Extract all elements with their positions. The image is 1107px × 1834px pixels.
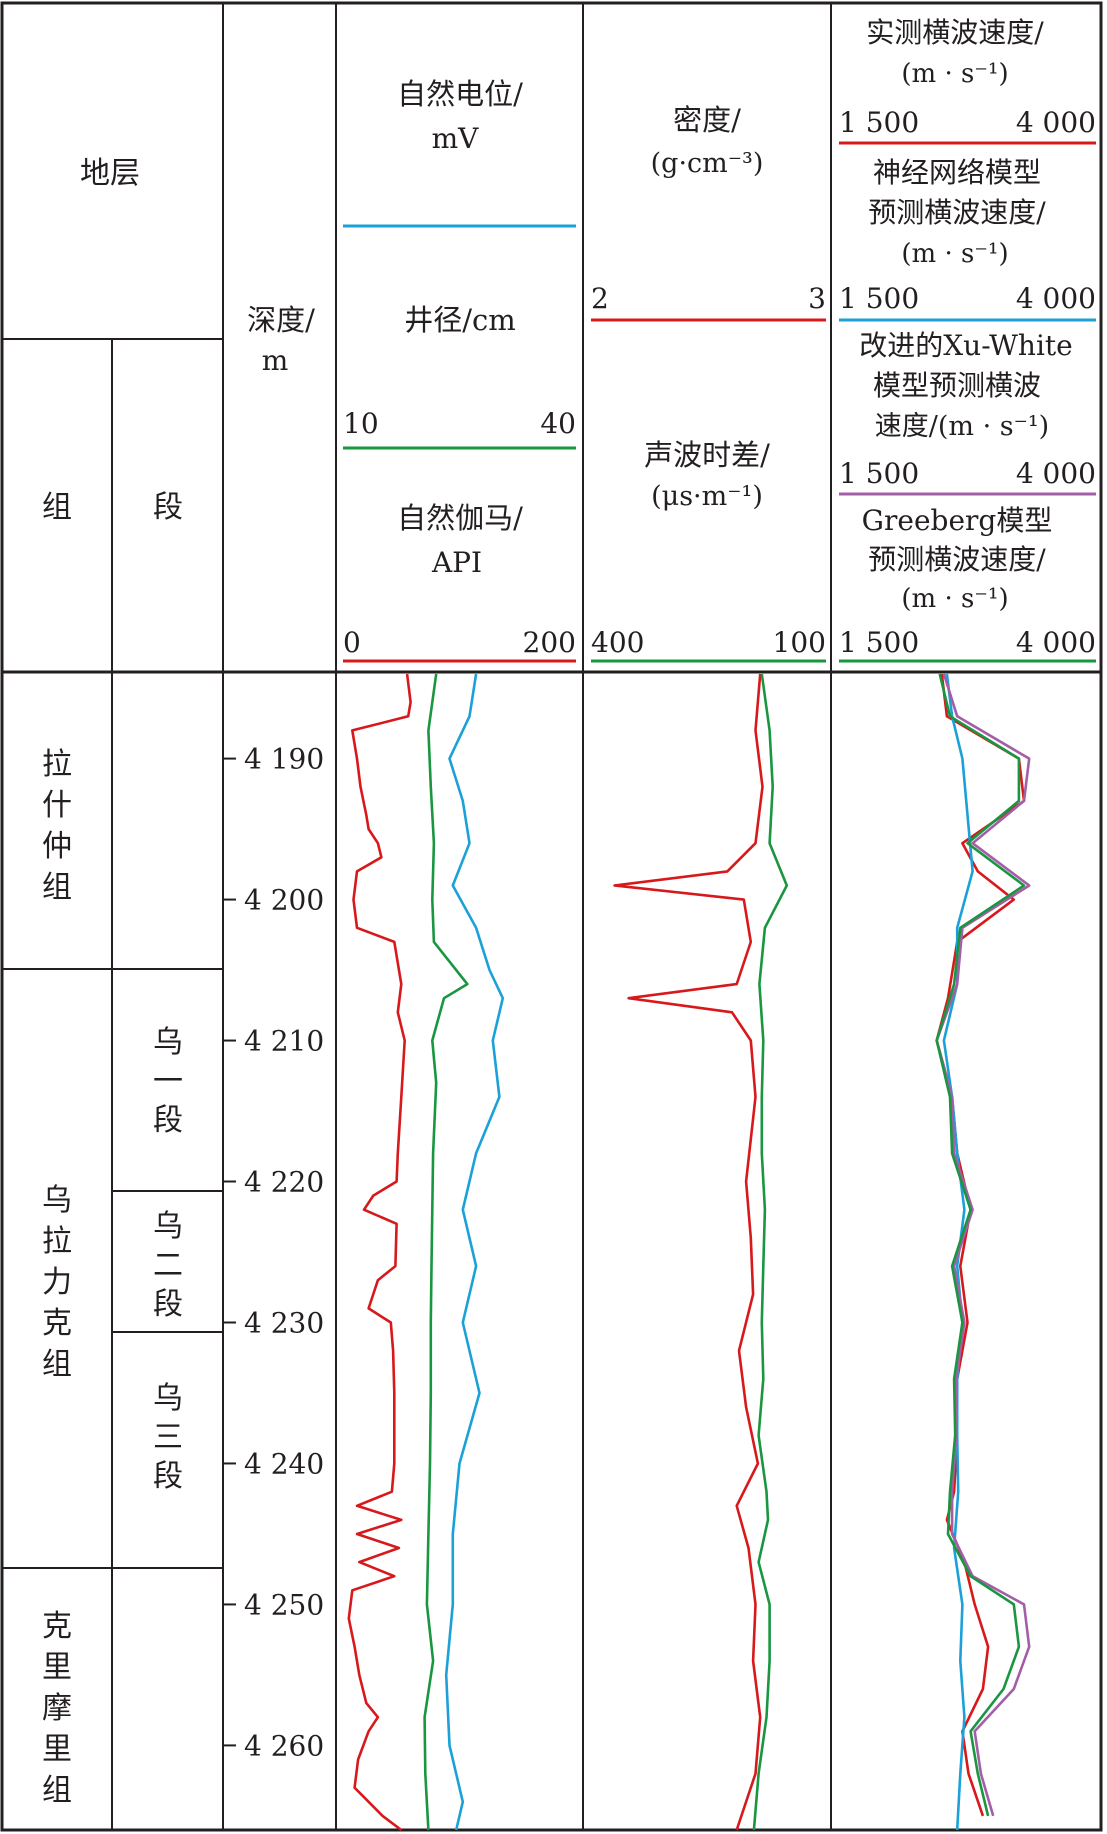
- depth-tick-label: 4 230: [244, 1306, 324, 1339]
- gr-unit: API: [431, 546, 482, 579]
- member-label-wu1: 乌: [153, 1025, 183, 1060]
- member-label-wu3: 三: [153, 1420, 183, 1455]
- header-depth-unit: m: [262, 344, 289, 377]
- gb-label-line1: Greeberg模型: [862, 504, 1053, 537]
- gb-min: 1 500: [839, 626, 919, 659]
- ac-max: 100: [773, 626, 826, 659]
- xw-max: 4 000: [1016, 457, 1096, 490]
- nn-max: 4 000: [1016, 282, 1096, 315]
- group-label-wulalike: 乌: [42, 1183, 72, 1218]
- xw-label-line1: 改进的Xu-White: [859, 329, 1073, 362]
- gb-max: 4 000: [1016, 626, 1096, 659]
- caliper-max: 40: [540, 407, 576, 440]
- member-label-wu3: 乌: [153, 1381, 183, 1416]
- caliper-min: 10: [343, 407, 379, 440]
- ac-unit: (μs·m⁻¹): [651, 481, 763, 512]
- den-unit: (g·cm⁻³): [651, 148, 764, 179]
- group-label-wulalike: 组: [42, 1347, 72, 1382]
- group-label-wulalike: 克: [42, 1306, 72, 1341]
- nn-unit: (m · s⁻¹): [901, 239, 1008, 269]
- member-label-wu1: 段: [153, 1103, 183, 1138]
- ac-min: 400: [591, 626, 644, 659]
- depth-tick-label: 4 240: [244, 1447, 324, 1480]
- meas-min: 1 500: [839, 106, 919, 139]
- header-stratum: 地层: [80, 156, 140, 191]
- depth-tick-label: 4 260: [244, 1729, 324, 1762]
- depth-tick-label: 4 220: [244, 1166, 324, 1199]
- group-label-kelimoli: 克: [42, 1609, 72, 1644]
- depth-tick-label: 4 200: [244, 884, 324, 917]
- member-label-wu3: 段: [153, 1459, 183, 1494]
- sp-unit: mV: [432, 122, 480, 155]
- depth-axis: 4 190 4 200 4 210 4 220 4 230 4 240 4 250 4 260: [223, 743, 324, 1762]
- curves: [347, 673, 1031, 1832]
- group-label-lashizhong: 拉: [42, 747, 72, 782]
- header-member: 段: [153, 490, 183, 525]
- sp-curve: [444, 673, 505, 1831]
- header-depth-label: 深度/: [247, 303, 315, 337]
- sp-label: 自然电位/: [397, 77, 523, 111]
- group-label-lashizhong: 什: [42, 788, 72, 823]
- xw-min: 1 500: [839, 457, 919, 490]
- nn-min: 1 500: [839, 282, 919, 315]
- group-label-kelimoli: 里: [42, 1650, 72, 1685]
- den-min: 2: [591, 282, 609, 315]
- meas-max: 4 000: [1016, 106, 1096, 139]
- member-label-wu2: 二: [153, 1248, 183, 1283]
- group-label-kelimoli: 里: [42, 1732, 72, 1767]
- header-group: 组: [42, 490, 72, 525]
- meas-label: 实测横波速度/: [866, 16, 1044, 49]
- nn-label-line2: 预测横波速度/: [868, 196, 1046, 229]
- den-max: 3: [808, 282, 826, 315]
- member-label-wu1: 一: [153, 1064, 183, 1099]
- group-label-kelimoli: 组: [42, 1773, 72, 1808]
- xw-label-line3: 速度/(m · s⁻¹): [875, 411, 1049, 442]
- member-label-wu2: 乌: [153, 1209, 183, 1244]
- depth-tick-label: 4 250: [244, 1588, 324, 1621]
- xw-label-line2: 模型预测横波: [873, 369, 1041, 402]
- group-label-wulalike: 拉: [42, 1224, 72, 1259]
- vs-xuwhite-curve: [935, 673, 1031, 1817]
- sonic-curve: [752, 673, 789, 1831]
- depth-tick-label: 4 190: [244, 743, 324, 776]
- gr-min: 0: [343, 626, 361, 659]
- gr-curve: [347, 673, 412, 1832]
- meas-unit: (m · s⁻¹): [901, 59, 1008, 89]
- gr-max: 200: [523, 626, 576, 659]
- nn-label-line1: 神经网络模型: [873, 156, 1041, 189]
- group-label-lashizhong: 组: [42, 870, 72, 905]
- gb-unit: (m · s⁻¹): [901, 584, 1008, 614]
- group-label-wulalike: 力: [42, 1265, 72, 1300]
- den-label: 密度/: [673, 103, 741, 137]
- caliper-curve: [423, 673, 469, 1831]
- gr-label: 自然伽马/: [397, 501, 523, 535]
- density-curve: [613, 673, 764, 1831]
- gb-label-line2: 预测横波速度/: [868, 543, 1046, 576]
- vs-measured-curve: [935, 673, 1026, 1817]
- caliper-label: 井径/cm: [404, 303, 516, 337]
- vs-greeberg-curve: [935, 673, 1026, 1817]
- group-label-lashizhong: 仲: [42, 829, 72, 864]
- member-label-wu2: 段: [153, 1287, 183, 1322]
- ac-label: 声波时差/: [644, 438, 770, 472]
- group-label-kelimoli: 摩: [42, 1691, 72, 1726]
- depth-tick-label: 4 210: [244, 1025, 324, 1058]
